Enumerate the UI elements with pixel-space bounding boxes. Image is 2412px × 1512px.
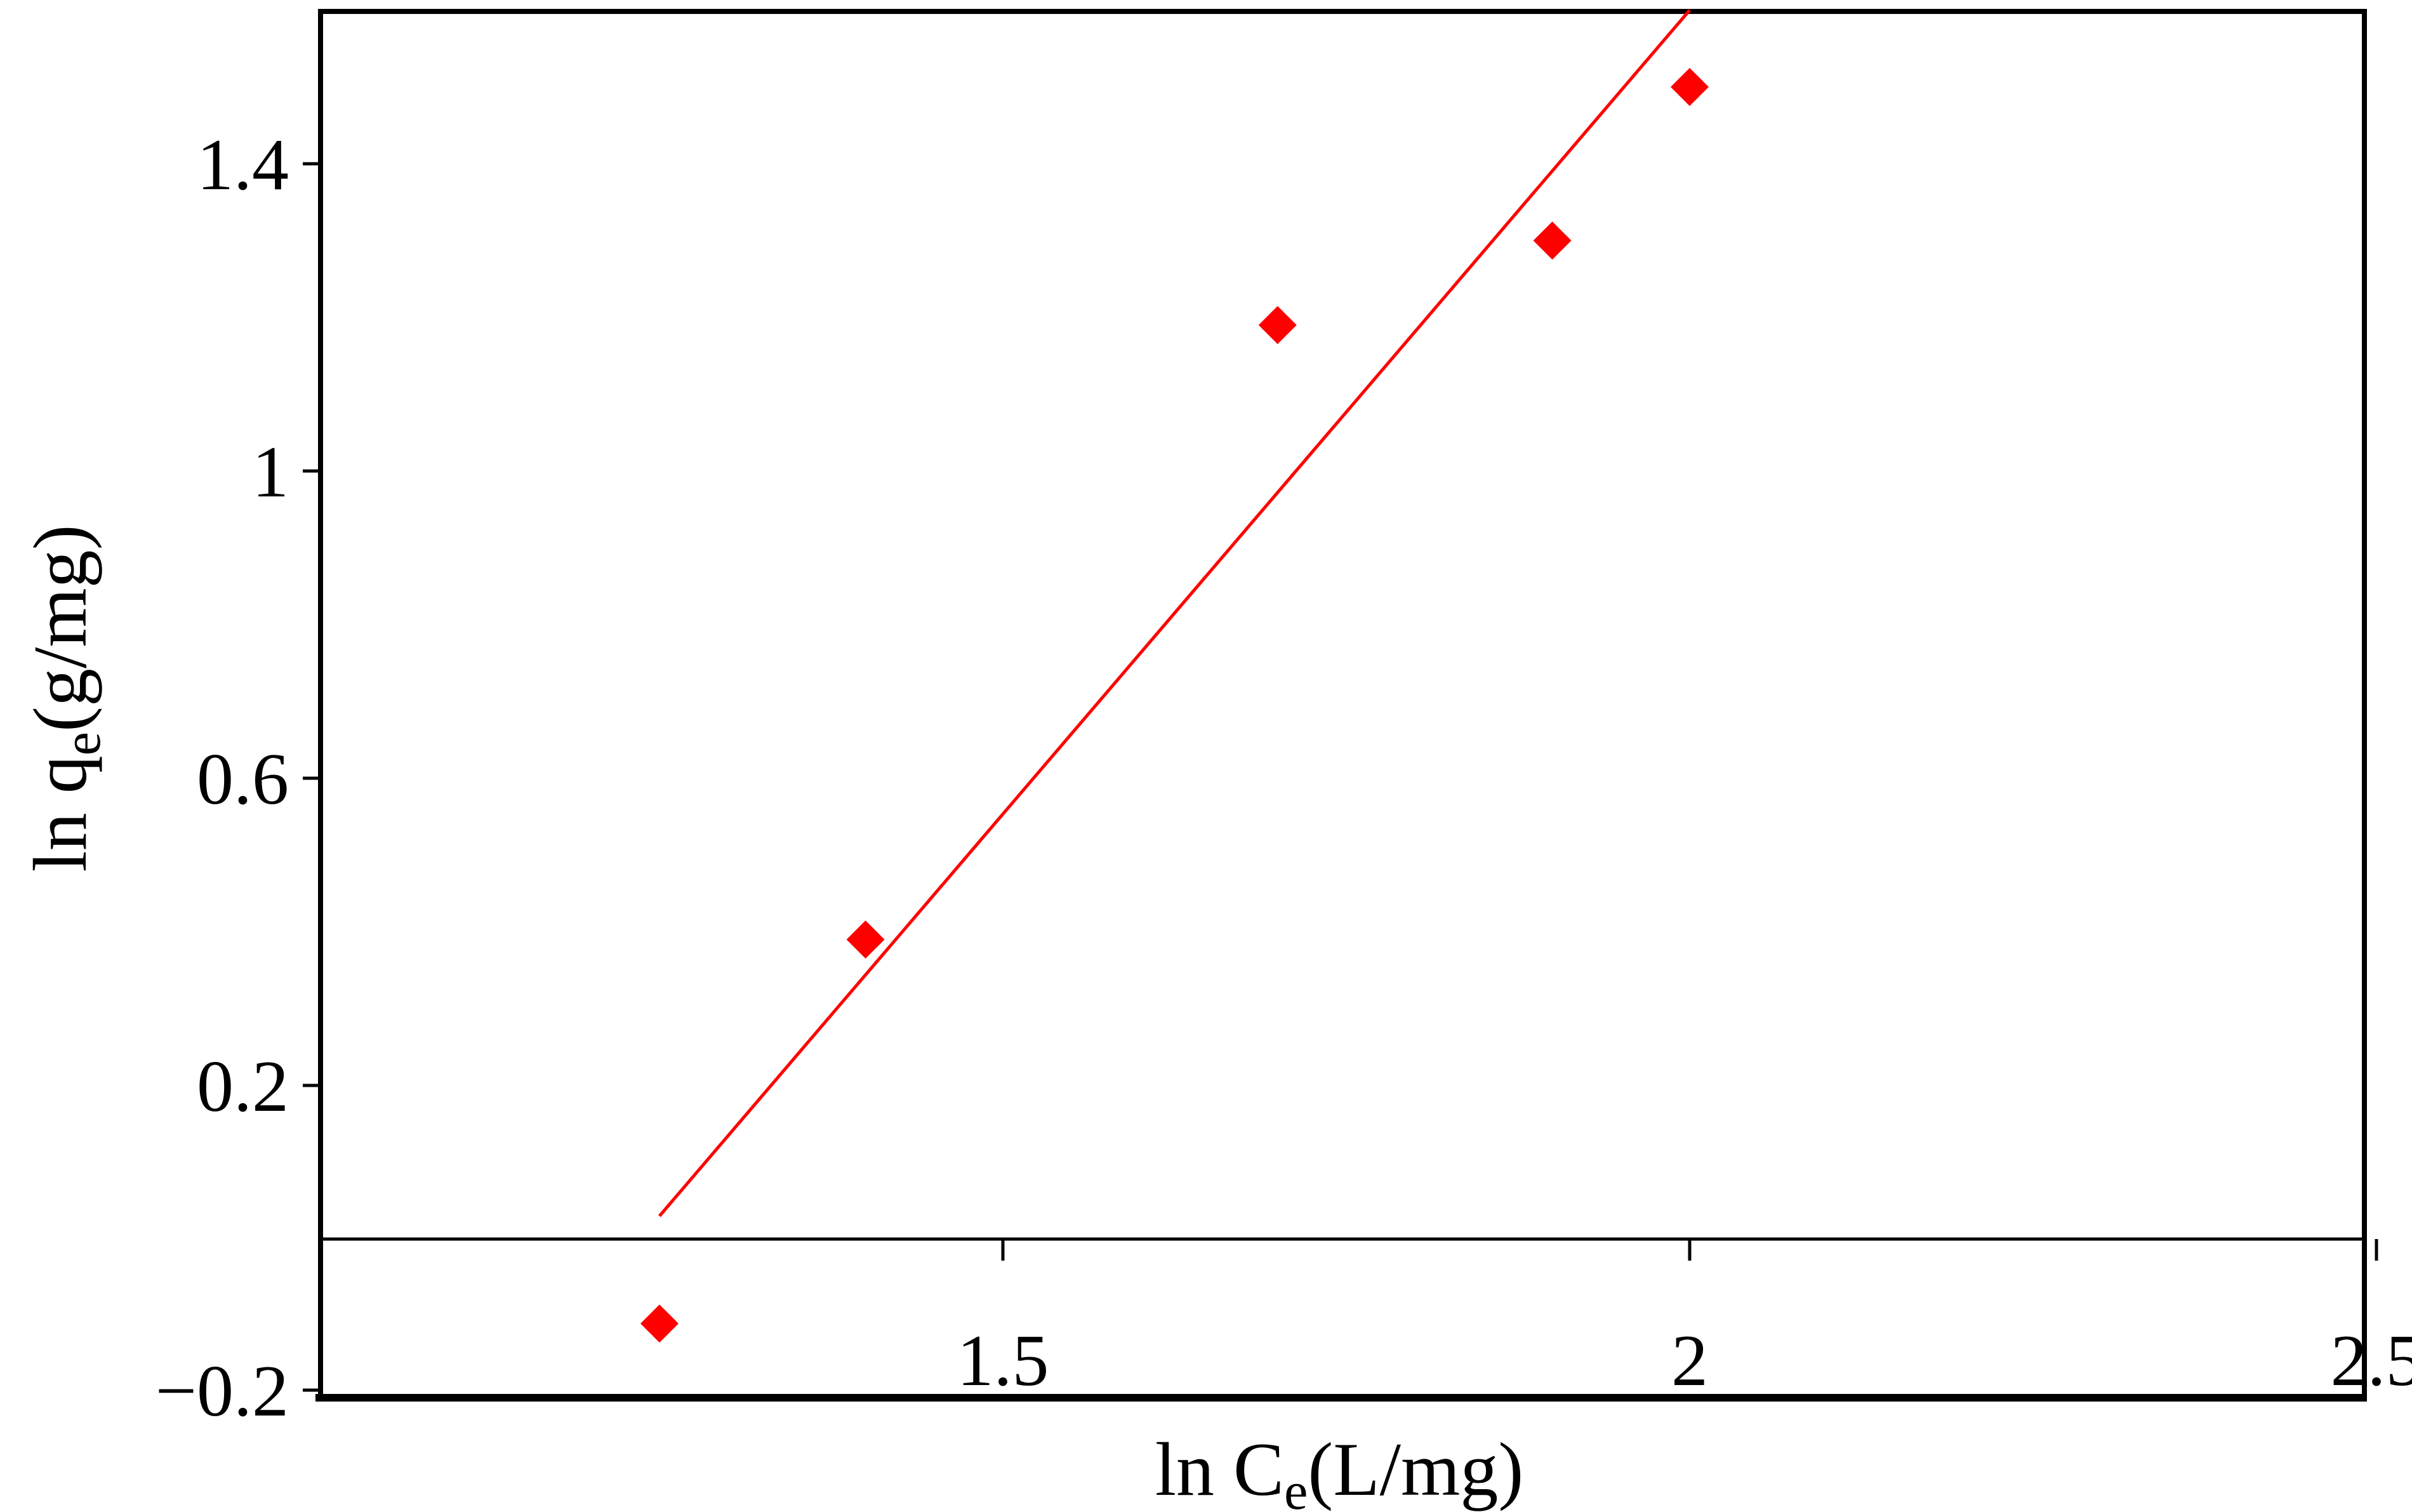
x-tick-label: 2 — [1671, 1320, 1708, 1402]
fit-line — [658, 9, 1691, 1217]
fit-line-layer — [658, 9, 1691, 1217]
y-axis-title: ln qe(g/mg) — [18, 524, 112, 872]
x-axis-title-main: ln C — [1155, 1427, 1284, 1511]
x-axis-title: ln Ce(L/mg) — [1155, 1427, 1524, 1512]
data-points-layer — [640, 68, 1709, 1343]
y-tick-label: 0.6 — [197, 739, 289, 820]
y-tick-label: −0.2 — [156, 1351, 289, 1432]
data-point — [1533, 222, 1572, 260]
data-point — [1258, 306, 1297, 345]
data-point — [640, 1304, 679, 1343]
y-axis-title-unit: (g/mg) — [18, 524, 102, 732]
data-point — [1671, 68, 1709, 106]
x-axis-ticks: 1.5 2 2.5 — [957, 1239, 2412, 1402]
y-axis-title-main: ln q — [18, 755, 102, 872]
plot-frame — [315, 9, 2367, 1402]
data-point — [846, 920, 885, 959]
x-tick-label: 1.5 — [957, 1320, 1049, 1402]
x-tick-label: 2.5 — [2331, 1320, 2412, 1402]
x-axis-title-unit: (L/mg) — [1308, 1427, 1523, 1511]
plot-border — [318, 9, 2367, 1399]
y-axis-title-subscript: e — [53, 732, 112, 755]
y-axis-ticks: −0.2 0.2 0.6 1 1.4 — [156, 124, 321, 1432]
y-tick-label: 0.2 — [197, 1046, 289, 1127]
x-axis-title-subscript: e — [1284, 1462, 1308, 1512]
y-tick-label: 1.4 — [197, 124, 289, 206]
y-tick-label: 1 — [252, 432, 289, 513]
